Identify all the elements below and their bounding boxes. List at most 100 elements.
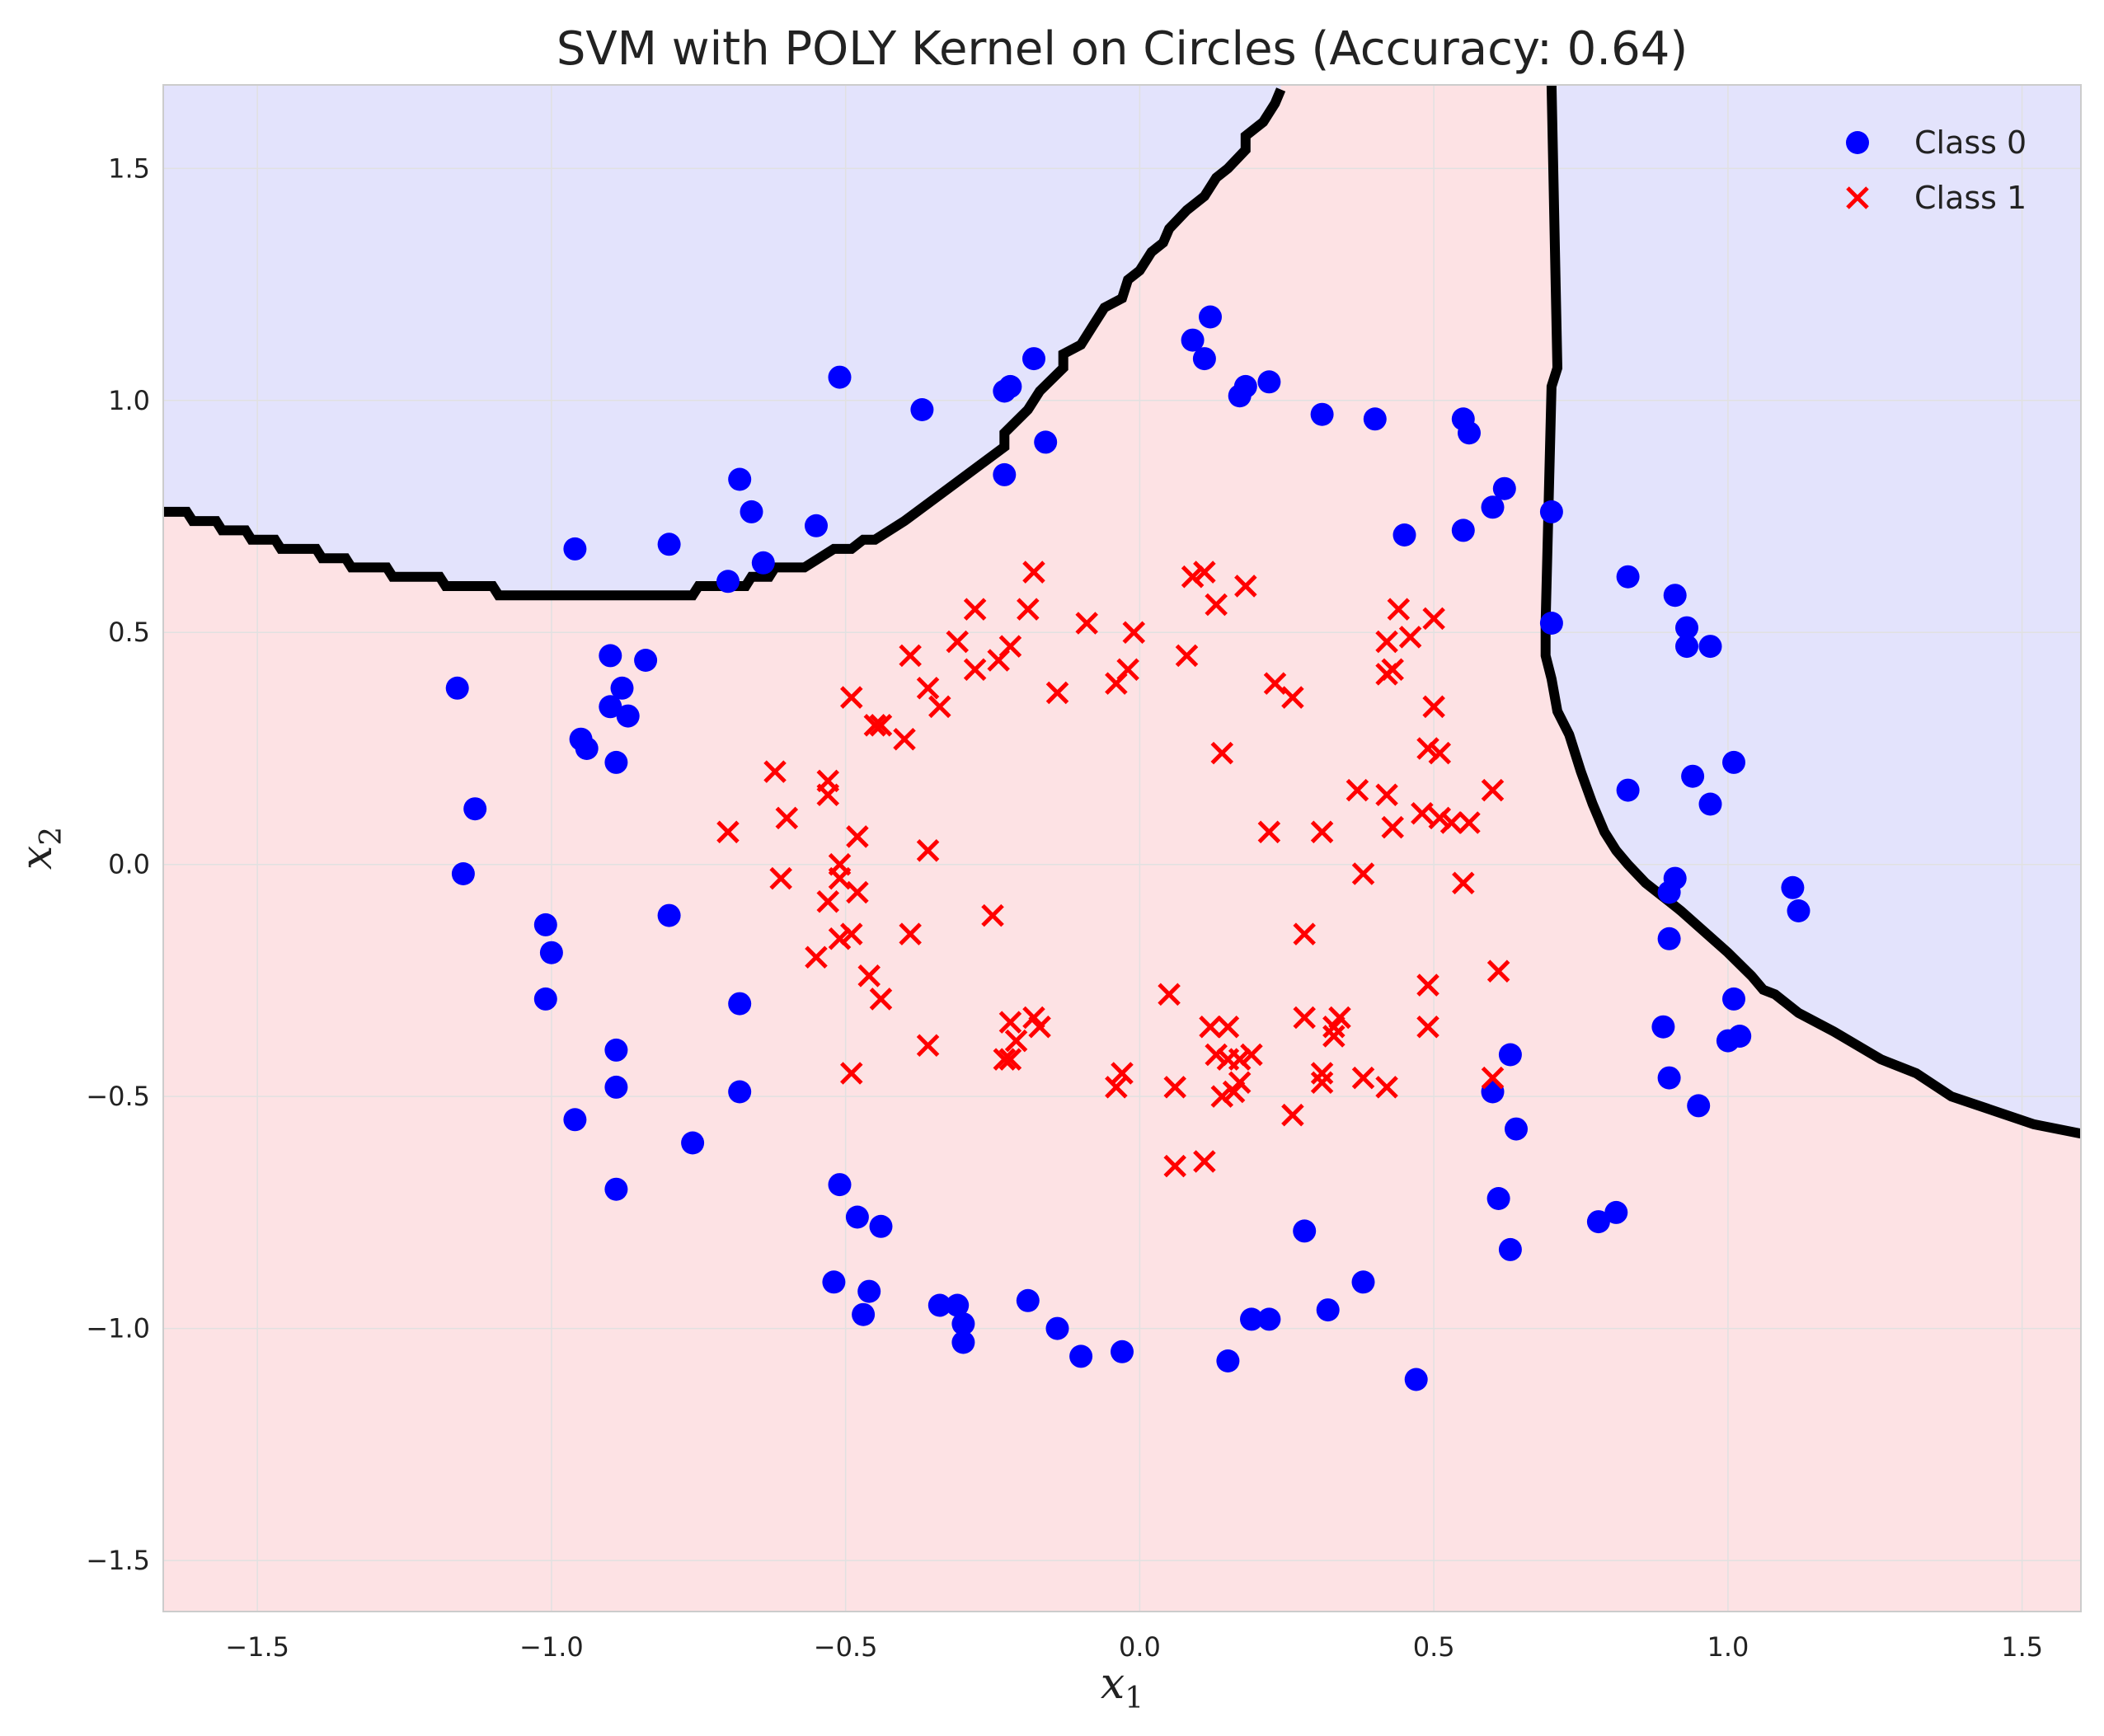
class-1-point — [1428, 741, 1452, 765]
class-0-point — [805, 514, 828, 537]
class-0-point — [563, 1108, 587, 1132]
class-0-point — [1233, 374, 1257, 398]
class-1-point — [1234, 575, 1257, 598]
class-0-point — [946, 1293, 970, 1317]
class-1-point — [916, 839, 940, 862]
class-0-point — [1111, 1340, 1134, 1363]
class-0-point — [928, 1293, 951, 1317]
class-0-point — [1240, 1307, 1263, 1331]
class-1-point — [869, 714, 893, 737]
y-tick-label: −1.5 — [86, 1545, 150, 1576]
class-1-point — [1163, 1076, 1186, 1099]
class-0-point — [1657, 1066, 1681, 1090]
class-0-point — [445, 676, 469, 700]
class-0-point — [1481, 495, 1505, 519]
class-0-point — [828, 365, 852, 389]
class-1-point — [1381, 815, 1404, 839]
class-1-point — [998, 1011, 1022, 1034]
class-0-point — [822, 1270, 846, 1294]
grid — [163, 85, 2081, 1612]
class-0-point — [1216, 1349, 1240, 1372]
class-1-point — [1111, 1062, 1134, 1085]
class-0-point — [1069, 1344, 1093, 1368]
class-1-point — [846, 825, 869, 848]
x-tick-label: −1.0 — [519, 1631, 584, 1663]
class-0-point — [1586, 1210, 1610, 1234]
y-tick-label: 1.0 — [108, 385, 150, 416]
class-0-point — [1392, 523, 1416, 547]
class-0-point — [1539, 500, 1563, 523]
class-0-point — [1657, 927, 1681, 950]
class-1-point — [1017, 598, 1040, 621]
class-1-point — [1193, 1150, 1216, 1173]
class-1-point — [899, 922, 922, 945]
class-1-point — [1205, 1043, 1228, 1067]
class-0-point — [1722, 750, 1745, 774]
x-tick-label: 1.0 — [1707, 1631, 1749, 1663]
y-axis-label-main: x — [12, 846, 62, 870]
class-0-point — [1675, 635, 1698, 659]
class-1-point — [840, 1062, 863, 1085]
class-1-point — [775, 806, 799, 830]
class-0-point — [604, 1075, 628, 1099]
class-1-point — [1045, 681, 1069, 705]
class-1-point — [863, 714, 887, 737]
class-1-point — [1158, 983, 1181, 1006]
class-1-point — [1439, 811, 1463, 834]
legend-class-0-dot — [1846, 131, 1869, 154]
y-tick-label: 1.5 — [108, 152, 150, 184]
class-1-point — [1163, 1154, 1186, 1178]
class-0-point — [857, 1279, 881, 1303]
class-0-point — [610, 676, 634, 700]
class-0-point — [1192, 347, 1216, 371]
class-0-point — [616, 704, 640, 728]
class-0-point — [575, 737, 599, 760]
class-0-point — [1781, 875, 1805, 899]
class-1-point — [816, 783, 840, 807]
class-1-point — [1075, 612, 1098, 635]
class-0-point — [539, 941, 563, 964]
class-1-point — [981, 903, 1004, 927]
class-1-point — [1346, 778, 1369, 802]
decision-boundary-segment — [1540, 85, 2081, 1139]
legend: Class 0 Class 1 — [1846, 124, 2027, 216]
class-0-point — [1451, 518, 1475, 542]
class-0-point — [1657, 880, 1681, 904]
class-1-point — [1281, 1103, 1304, 1127]
class-1-point — [1351, 862, 1375, 885]
class-1-point — [816, 889, 840, 913]
class-1-point — [1310, 1071, 1334, 1095]
class-0-point — [657, 903, 681, 927]
class-1-point — [1199, 1015, 1222, 1039]
x-tick-label: 0.5 — [1413, 1631, 1455, 1663]
class-1-point — [1422, 607, 1445, 631]
class-0-point — [1663, 584, 1687, 608]
class-1-point — [1240, 1043, 1263, 1067]
class-0-point — [1675, 616, 1698, 640]
class-1-point — [1175, 644, 1199, 668]
class-0-point — [910, 398, 934, 421]
class-1-point — [928, 695, 951, 719]
class-1-point — [1022, 561, 1045, 584]
class-1-point — [1122, 621, 1146, 645]
class-1-point — [1381, 658, 1404, 682]
y-tick-label: 0.0 — [108, 849, 150, 880]
class-1-point — [1375, 783, 1398, 807]
plot-area — [163, 85, 2081, 1612]
class-1-point — [1263, 672, 1287, 695]
class-1-point — [1257, 820, 1281, 844]
class-0-point — [1505, 1117, 1528, 1141]
class-0-point — [1616, 778, 1640, 802]
class-0-point — [951, 1330, 975, 1354]
legend-class-1-marker — [1846, 186, 1869, 209]
y-tick-label: 0.5 — [108, 617, 150, 648]
y-tick-label: −0.5 — [86, 1081, 150, 1112]
class-0-point — [1257, 370, 1281, 394]
class-0-point — [533, 913, 557, 936]
class-0-point — [1016, 1288, 1040, 1312]
class-1-point — [1428, 806, 1452, 830]
plot-frame — [162, 84, 2082, 1612]
class-0-point — [716, 570, 740, 594]
class-0-point — [604, 750, 628, 774]
